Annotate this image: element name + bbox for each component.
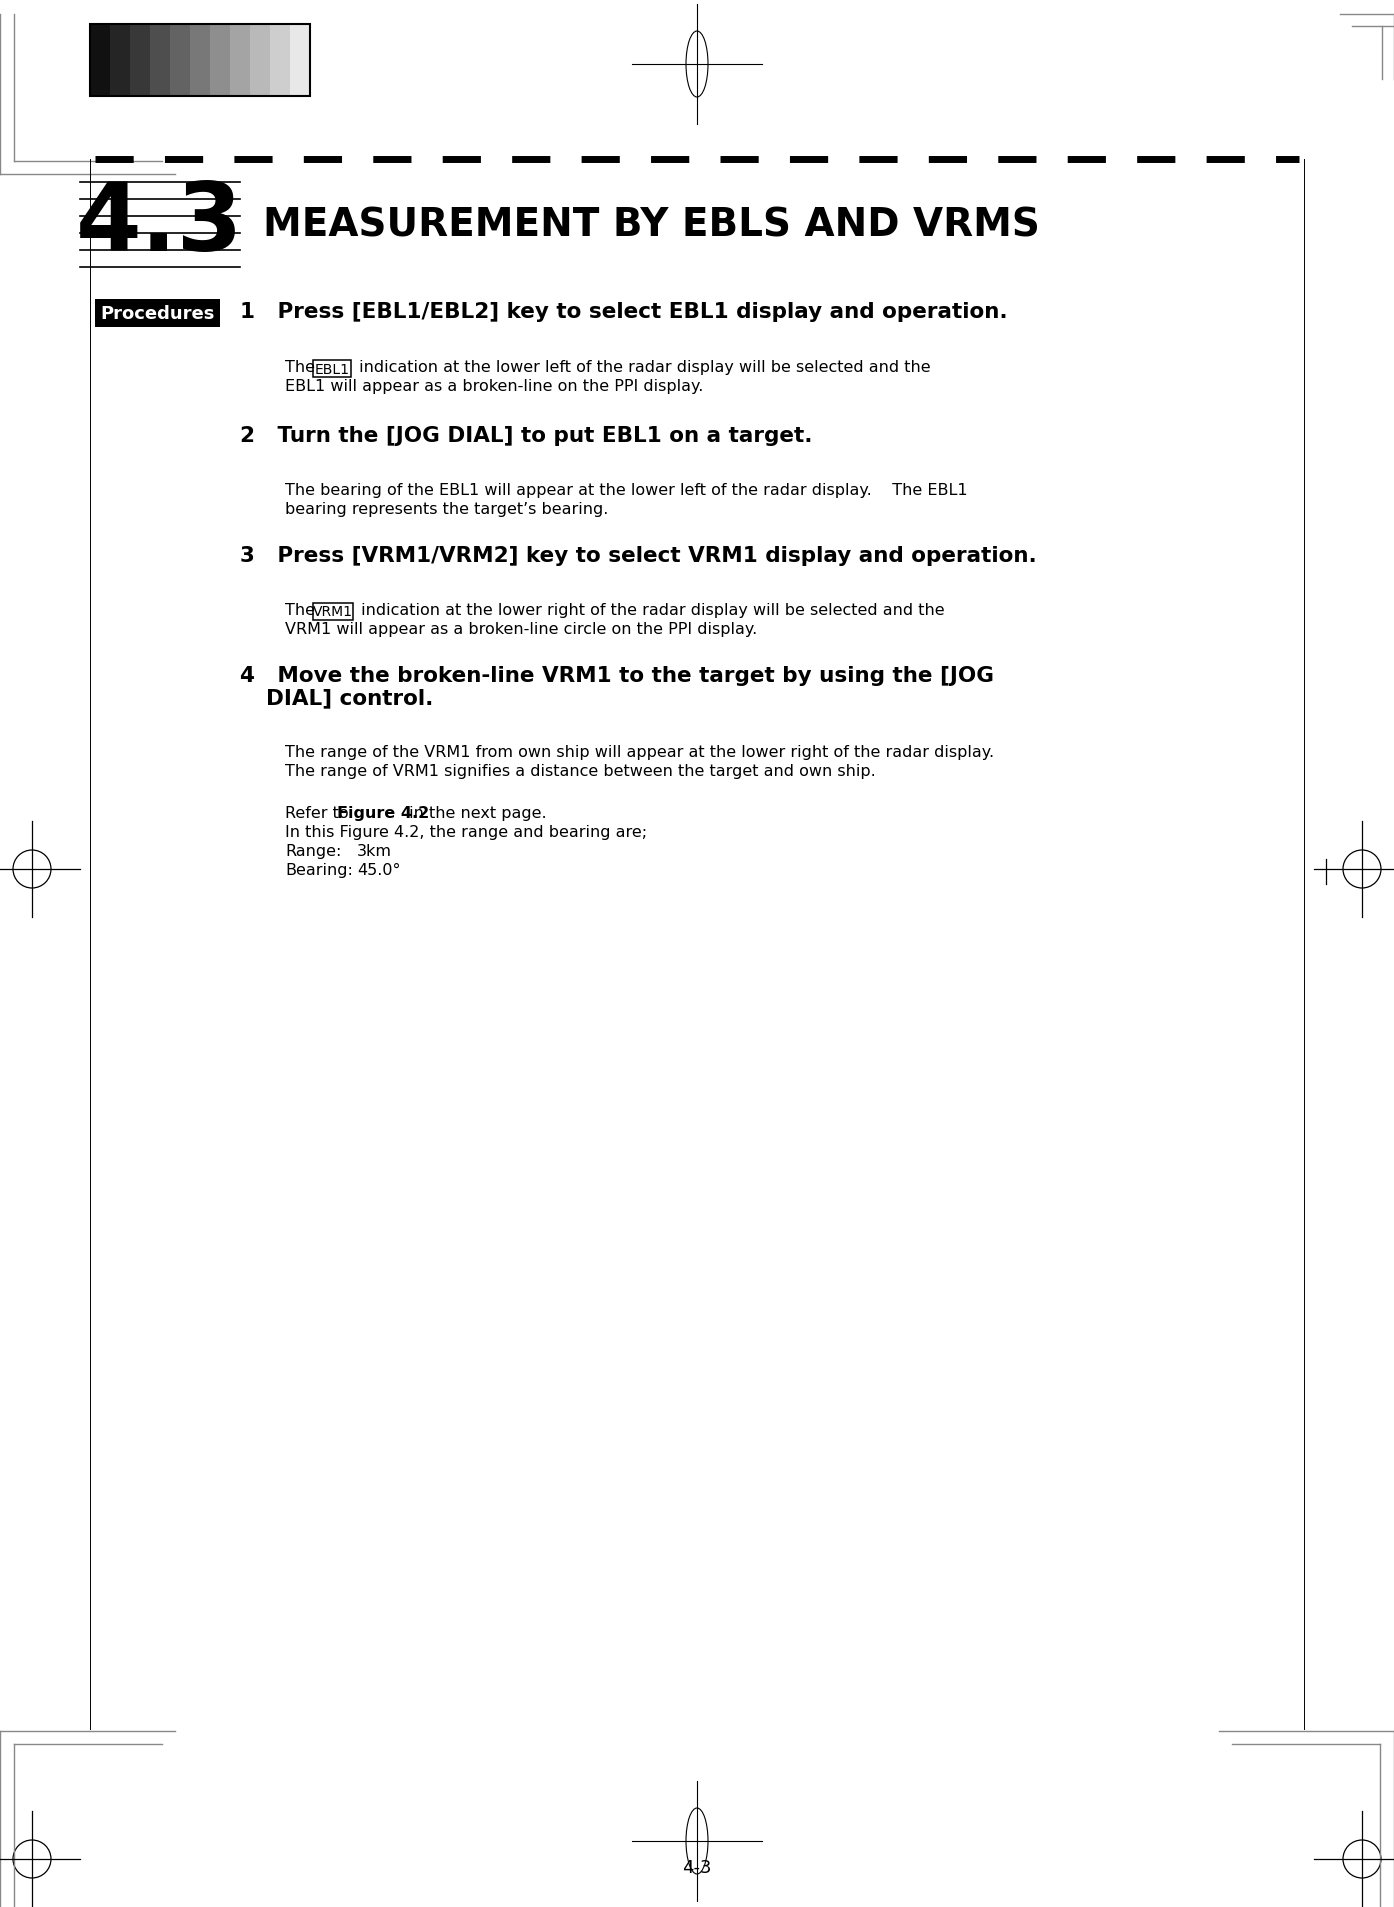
Text: The: The (284, 360, 321, 376)
Text: EBL1: EBL1 (315, 362, 350, 376)
Text: VRM1: VRM1 (314, 605, 353, 620)
Text: VRM1 will appear as a broken-line circle on the PPI display.: VRM1 will appear as a broken-line circle… (284, 622, 757, 637)
Bar (91, 25, 110, 97)
Text: The range of VRM1 signifies a distance between the target and own ship.: The range of VRM1 signifies a distance b… (284, 763, 875, 778)
Bar (270, 25, 290, 97)
Bar (190, 25, 210, 97)
Text: The: The (284, 603, 321, 618)
Bar (230, 25, 250, 97)
Bar (130, 25, 151, 97)
Text: 2   Turn the [JOG DIAL] to put EBL1 on a target.: 2 Turn the [JOG DIAL] to put EBL1 on a t… (240, 425, 813, 446)
Bar (170, 25, 190, 97)
Text: 3   Press [VRM1/VRM2] key to select VRM1 display and operation.: 3 Press [VRM1/VRM2] key to select VRM1 d… (240, 545, 1037, 566)
Text: DIAL] control.: DIAL] control. (266, 688, 434, 707)
Text: 4   Move the broken-line VRM1 to the target by using the [JOG: 4 Move the broken-line VRM1 to the targe… (240, 666, 994, 687)
Text: Figure 4.2: Figure 4.2 (337, 805, 429, 820)
Text: Refer to: Refer to (284, 805, 354, 820)
Text: 3km: 3km (357, 843, 392, 858)
Bar (314, 360, 351, 378)
Text: 4-3: 4-3 (682, 1857, 712, 1876)
Bar (314, 605, 353, 620)
Bar (210, 25, 230, 97)
Text: MEASUREMENT BY EBLS AND VRMS: MEASUREMENT BY EBLS AND VRMS (263, 206, 1040, 244)
Text: indication at the lower right of the radar display will be selected and the: indication at the lower right of the rad… (355, 603, 945, 618)
Bar (151, 25, 170, 97)
Text: The range of the VRM1 from own ship will appear at the lower right of the radar : The range of the VRM1 from own ship will… (284, 744, 994, 759)
Text: The bearing of the EBL1 will appear at the lower left of the radar display.    T: The bearing of the EBL1 will appear at t… (284, 482, 967, 498)
Text: In this Figure 4.2, the range and bearing are;: In this Figure 4.2, the range and bearin… (284, 824, 647, 839)
Bar (95, 299, 220, 328)
Text: indication at the lower left of the radar display will be selected and the: indication at the lower left of the rada… (354, 360, 931, 376)
Text: Bearing:: Bearing: (284, 862, 353, 877)
Text: Range:: Range: (284, 843, 342, 858)
Bar (91, 25, 309, 97)
Bar (290, 25, 309, 97)
Bar (110, 25, 130, 97)
Text: bearing represents the target’s bearing.: bearing represents the target’s bearing. (284, 502, 608, 517)
Text: 1   Press [EBL1/EBL2] key to select EBL1 display and operation.: 1 Press [EBL1/EBL2] key to select EBL1 d… (240, 301, 1008, 322)
Text: in the next page.: in the next page. (404, 805, 546, 820)
Text: EBL1 will appear as a broken-line on the PPI display.: EBL1 will appear as a broken-line on the… (284, 379, 704, 393)
Text: Procedures: Procedures (100, 305, 215, 322)
Bar (250, 25, 270, 97)
Text: 45.0°: 45.0° (357, 862, 400, 877)
Text: 4.3: 4.3 (77, 179, 244, 271)
